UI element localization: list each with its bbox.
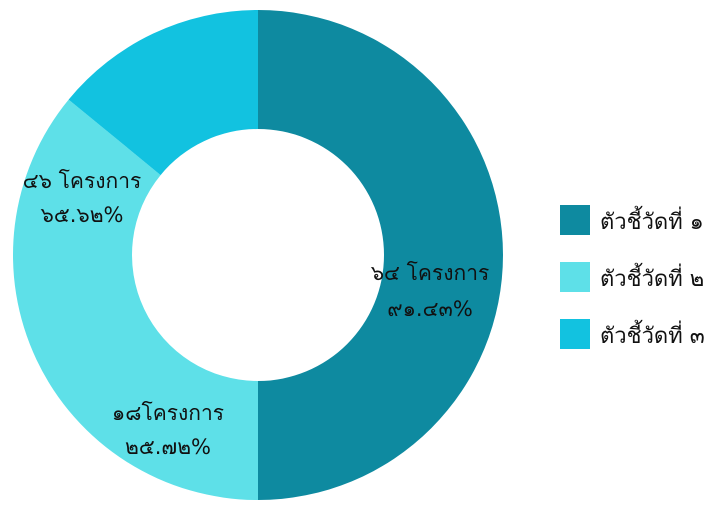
donut-slice-3 — [68, 10, 258, 176]
legend: ตัวชี้วัดที่ ๑ตัวชี้วัดที่ ๒ตัวชี้วัดที่… — [560, 205, 705, 349]
slices-layer — [12, 10, 503, 501]
legend-swatch-1 — [560, 205, 590, 235]
slice-percent-1: ๙๑.๔๓% — [387, 297, 473, 321]
legend-label-3: ตัวชี้วัดที่ ๓ — [600, 320, 705, 349]
legend-label-2: ตัวชี้วัดที่ ๒ — [600, 263, 704, 292]
slice-percent-3: ๒๕.๗๒% — [125, 435, 211, 459]
donut-slice-1 — [258, 10, 503, 500]
donut-slice-2 — [12, 99, 258, 501]
slice-percent-2: ๖๕.๖๒% — [40, 203, 123, 227]
legend-swatch-3 — [560, 319, 590, 349]
legend-swatch-2 — [560, 262, 590, 292]
legend-label-1: ตัวชี้วัดที่ ๑ — [600, 206, 704, 235]
slice-label-2: ๔๖ โครงการ — [23, 169, 142, 193]
slice-label-3: ๑๘โครงการ — [112, 401, 224, 425]
slice-label-1: ๖๔ โครงการ — [371, 261, 490, 285]
